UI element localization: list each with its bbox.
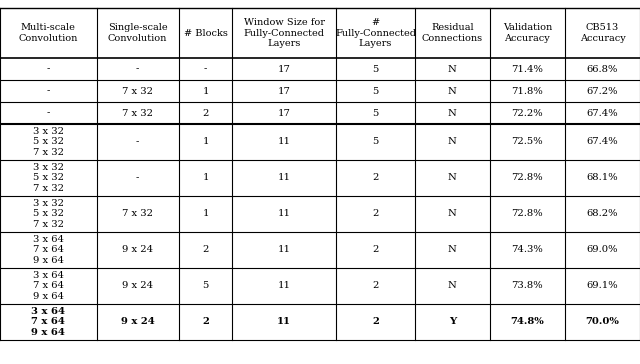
Text: 5: 5 (372, 108, 379, 118)
Text: N: N (448, 87, 457, 95)
Text: 3 x 32
5 x 32
7 x 32: 3 x 32 5 x 32 7 x 32 (33, 127, 64, 157)
Text: 7 x 32: 7 x 32 (122, 210, 153, 218)
Text: Window Size for
Fully-Connected
Layers: Window Size for Fully-Connected Layers (244, 18, 324, 48)
Text: 5: 5 (372, 64, 379, 74)
Text: 3 x 32
5 x 32
7 x 32: 3 x 32 5 x 32 7 x 32 (33, 199, 64, 229)
Text: 72.8%: 72.8% (511, 210, 543, 218)
Text: 17: 17 (278, 108, 291, 118)
Text: N: N (448, 281, 457, 290)
Text: Single-scale
Convolution: Single-scale Convolution (108, 23, 168, 43)
Text: 67.4%: 67.4% (587, 138, 618, 146)
Text: N: N (448, 174, 457, 182)
Text: 3 x 32
5 x 32
7 x 32: 3 x 32 5 x 32 7 x 32 (33, 163, 64, 193)
Text: 2: 2 (372, 174, 379, 182)
Text: N: N (448, 245, 457, 254)
Text: 74.3%: 74.3% (511, 245, 543, 254)
Text: 17: 17 (278, 64, 291, 74)
Text: 1: 1 (202, 138, 209, 146)
Text: 66.8%: 66.8% (587, 64, 618, 74)
Text: 9 x 24: 9 x 24 (121, 317, 154, 327)
Text: 71.8%: 71.8% (511, 87, 543, 95)
Text: Validation
Accuracy: Validation Accuracy (503, 23, 552, 43)
Text: N: N (448, 210, 457, 218)
Text: -: - (136, 174, 140, 182)
Text: 2: 2 (372, 281, 379, 290)
Text: 9 x 24: 9 x 24 (122, 281, 153, 290)
Text: 5: 5 (372, 87, 379, 95)
Text: Multi-scale
Convolution: Multi-scale Convolution (19, 23, 78, 43)
Text: -: - (204, 64, 207, 74)
Text: 7 x 32: 7 x 32 (122, 108, 153, 118)
Text: 69.0%: 69.0% (587, 245, 618, 254)
Text: 1: 1 (202, 87, 209, 95)
Text: 5: 5 (372, 138, 379, 146)
Text: -: - (47, 87, 50, 95)
Text: 1: 1 (202, 210, 209, 218)
Text: 68.1%: 68.1% (587, 174, 618, 182)
Text: 74.8%: 74.8% (511, 317, 544, 327)
Text: 71.4%: 71.4% (511, 64, 543, 74)
Text: 1: 1 (202, 174, 209, 182)
Text: 72.5%: 72.5% (511, 138, 543, 146)
Text: Y: Y (449, 317, 456, 327)
Text: 2: 2 (372, 317, 379, 327)
Text: -: - (136, 138, 140, 146)
Text: 2: 2 (372, 210, 379, 218)
Text: #
Fully-Connected
Layers: # Fully-Connected Layers (335, 18, 416, 48)
Text: 3 x 64
7 x 64
9 x 64: 3 x 64 7 x 64 9 x 64 (31, 307, 65, 337)
Text: -: - (136, 64, 140, 74)
Text: N: N (448, 64, 457, 74)
Text: 9 x 24: 9 x 24 (122, 245, 153, 254)
Text: 11: 11 (278, 138, 291, 146)
Text: 67.4%: 67.4% (587, 108, 618, 118)
Text: 70.0%: 70.0% (586, 317, 620, 327)
Text: 11: 11 (278, 174, 291, 182)
Text: # Blocks: # Blocks (184, 28, 228, 37)
Text: 68.2%: 68.2% (587, 210, 618, 218)
Text: 17: 17 (278, 87, 291, 95)
Text: 72.8%: 72.8% (511, 174, 543, 182)
Text: 2: 2 (202, 317, 209, 327)
Text: 3 x 64
7 x 64
9 x 64: 3 x 64 7 x 64 9 x 64 (33, 271, 64, 301)
Text: 67.2%: 67.2% (587, 87, 618, 95)
Text: N: N (448, 108, 457, 118)
Text: 2: 2 (372, 245, 379, 254)
Text: -: - (47, 108, 50, 118)
Text: 11: 11 (278, 210, 291, 218)
Text: 3 x 64
7 x 64
9 x 64: 3 x 64 7 x 64 9 x 64 (33, 235, 64, 265)
Text: 11: 11 (278, 281, 291, 290)
Text: 2: 2 (202, 108, 209, 118)
Text: 11: 11 (277, 317, 291, 327)
Text: 73.8%: 73.8% (511, 281, 543, 290)
Text: 69.1%: 69.1% (587, 281, 618, 290)
Text: CB513
Accuracy: CB513 Accuracy (580, 23, 625, 43)
Text: -: - (47, 64, 50, 74)
Text: 2: 2 (202, 245, 209, 254)
Text: 5: 5 (202, 281, 209, 290)
Text: 11: 11 (278, 245, 291, 254)
Text: 7 x 32: 7 x 32 (122, 87, 153, 95)
Text: 72.2%: 72.2% (511, 108, 543, 118)
Text: Residual
Connections: Residual Connections (422, 23, 483, 43)
Text: N: N (448, 138, 457, 146)
